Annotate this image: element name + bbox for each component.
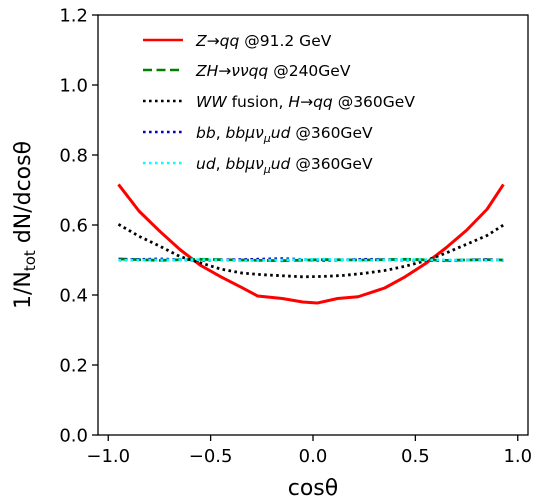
legend-label-1: ZH→ννqq @240GeV	[195, 62, 351, 80]
y-axis: 0.0 0.2 0.4 0.6 0.8 1.0 1.2	[59, 6, 98, 447]
legend-label-1-italic-2: ννqq	[231, 62, 268, 80]
x-tick-label-4: 1.0	[503, 446, 532, 467]
y-tick-label-4: 0.8	[59, 146, 88, 167]
series-line-4	[118, 257, 504, 263]
legend-label-0-rest: @91.2 GeV	[239, 32, 331, 50]
legend-label-3-italic-3: ud	[271, 124, 291, 142]
legend-label-2: WW fusion, H→qq @360GeV	[196, 93, 415, 111]
y-tick-label-2: 0.4	[59, 286, 88, 307]
legend-label-2-italic-2: H	[288, 93, 300, 111]
legend-label-3-italic-2: bbμν	[226, 124, 265, 142]
series-line-2	[117, 223, 505, 279]
legend-label-4-rest: @360GeV	[290, 155, 373, 173]
y-tick-label-5: 1.0	[59, 76, 88, 97]
y-tick-label-1: 0.2	[59, 356, 88, 377]
legend-label-4-italic: ud	[196, 155, 216, 173]
legend-label-0-italic: Z	[195, 32, 207, 50]
y-axis-label: 1/Ntot dN/dcosθ	[11, 141, 39, 309]
legend-label-4-italic-3: ud	[271, 155, 291, 173]
y-axis-label-rest: dN/dcosθ	[11, 141, 36, 250]
legend-label-1-rest: @240GeV	[268, 62, 351, 80]
x-axis: −1.0 −0.5 0.0 0.5 1.0	[86, 435, 532, 467]
y-tick-label-0: 0.0	[59, 426, 88, 447]
legend-label-4-italic-2: bbμν	[226, 155, 265, 173]
series-layer	[117, 183, 505, 305]
legend-label-3-rest: @360GeV	[290, 124, 373, 142]
x-tick-label-1: −0.5	[189, 446, 233, 467]
legend-label-4: ud, bbμνμud @360GeV	[196, 155, 373, 176]
y-tick-label-6: 1.2	[59, 6, 88, 27]
legend-label-2-italic-3: qq	[313, 93, 333, 111]
legend-label-3: bb, bbμνμud @360GeV	[196, 124, 373, 145]
legend-label-3-subscript: μ	[263, 132, 271, 145]
legend-label-0: Z→qq @91.2 GeV	[195, 32, 332, 50]
legend: Z→qq @91.2 GeV ZH→ννqq @240GeV WW fusion…	[143, 32, 415, 176]
plot-background	[98, 15, 528, 435]
legend-label-3-comma: ,	[216, 124, 226, 142]
legend-label-2-mid: fusion,	[227, 93, 289, 111]
legend-label-1-arrow: →	[218, 62, 231, 80]
legend-label-0-italic-2: qq	[220, 32, 240, 50]
legend-label-3-italic: bb	[196, 124, 216, 142]
y-tick-label-3: 0.6	[59, 216, 88, 237]
series-line-0	[117, 183, 505, 305]
legend-label-4-subscript: μ	[263, 163, 271, 176]
x-tick-label-3: 0.5	[401, 446, 430, 467]
legend-label-2-italic: WW	[196, 93, 227, 111]
legend-label-0-arrow: →	[207, 32, 220, 50]
x-axis-label: cosθ	[288, 476, 338, 501]
legend-label-2-arrow: →	[300, 93, 313, 111]
x-tick-label-0: −1.0	[86, 446, 130, 467]
y-axis-label-subscript: tot	[21, 250, 39, 271]
legend-label-2-rest: @360GeV	[333, 93, 416, 111]
x-tick-label-2: 0.0	[299, 446, 328, 467]
legend-label-1-italic: ZH	[195, 62, 219, 80]
legend-label-4-comma: ,	[216, 155, 226, 173]
